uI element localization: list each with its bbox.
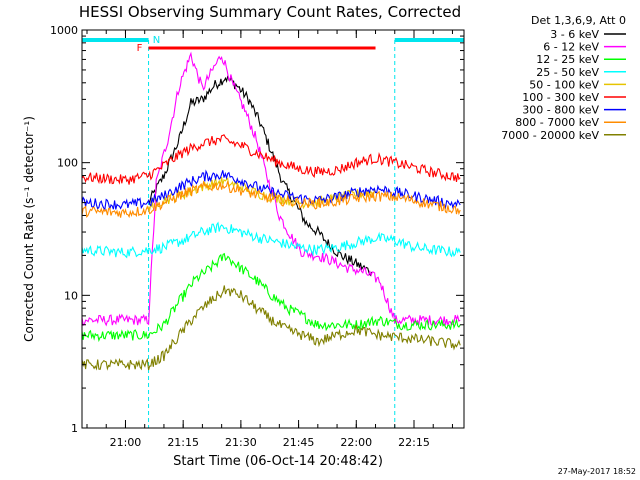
series-line bbox=[81, 252, 461, 343]
x-tick-label: 21:00 bbox=[110, 436, 142, 449]
y-axis-label: Corrected Count Rate (s⁻¹ detector⁻¹) bbox=[22, 116, 36, 342]
series-line bbox=[81, 221, 461, 259]
x-axis-label: Start Time (06-Oct-14 20:48:42) bbox=[173, 454, 383, 469]
series-line bbox=[81, 169, 461, 211]
legend-title: Det 1,3,6,9, Att 0 bbox=[531, 14, 626, 27]
legend-entry-label: 12 - 25 keV bbox=[536, 53, 599, 66]
legend-entry-label: 50 - 100 keV bbox=[529, 78, 599, 91]
y-tick-label: 1000 bbox=[50, 24, 78, 37]
x-tick-label: 22:00 bbox=[340, 436, 372, 449]
x-tick-label: 21:15 bbox=[167, 436, 199, 449]
series-line bbox=[148, 75, 373, 277]
plot-frame bbox=[81, 29, 465, 429]
y-tick-label: 1 bbox=[71, 422, 78, 435]
legend-entry-label: 800 - 7000 keV bbox=[515, 116, 599, 129]
legend-entry-label: 25 - 50 keV bbox=[536, 66, 599, 79]
legend-entry-label: 300 - 800 keV bbox=[522, 104, 599, 117]
legend-entry-label: 100 - 300 keV bbox=[522, 91, 599, 104]
plot-area: FN bbox=[81, 35, 464, 428]
y-tick-labels: 1 10 100 1000 bbox=[50, 24, 78, 435]
x-tick-labels: 21:00 21:15 21:30 21:45 22:00 22:15 bbox=[110, 436, 430, 449]
timestamp: 27-May-2017 18:52 bbox=[558, 467, 636, 476]
legend-entry-label: 3 - 6 keV bbox=[550, 28, 599, 41]
x-tick-label: 21:45 bbox=[283, 436, 315, 449]
flag-f-label: F bbox=[137, 43, 143, 54]
legend-entry-label: 6 - 12 keV bbox=[543, 41, 599, 54]
series-line bbox=[81, 285, 461, 371]
axes bbox=[81, 29, 465, 429]
x-tick-label: 21:30 bbox=[225, 436, 257, 449]
legend-entry-label: 7000 - 20000 keV bbox=[501, 129, 599, 142]
y-tick-label: 10 bbox=[64, 289, 78, 302]
series-line bbox=[81, 134, 461, 185]
series-line bbox=[81, 180, 461, 219]
chart-title: HESSI Observing Summary Count Rates, Cor… bbox=[79, 3, 461, 21]
y-tick-label: 100 bbox=[57, 157, 78, 170]
flag-n-label: N bbox=[153, 35, 160, 46]
x-tick-label: 22:15 bbox=[398, 436, 430, 449]
